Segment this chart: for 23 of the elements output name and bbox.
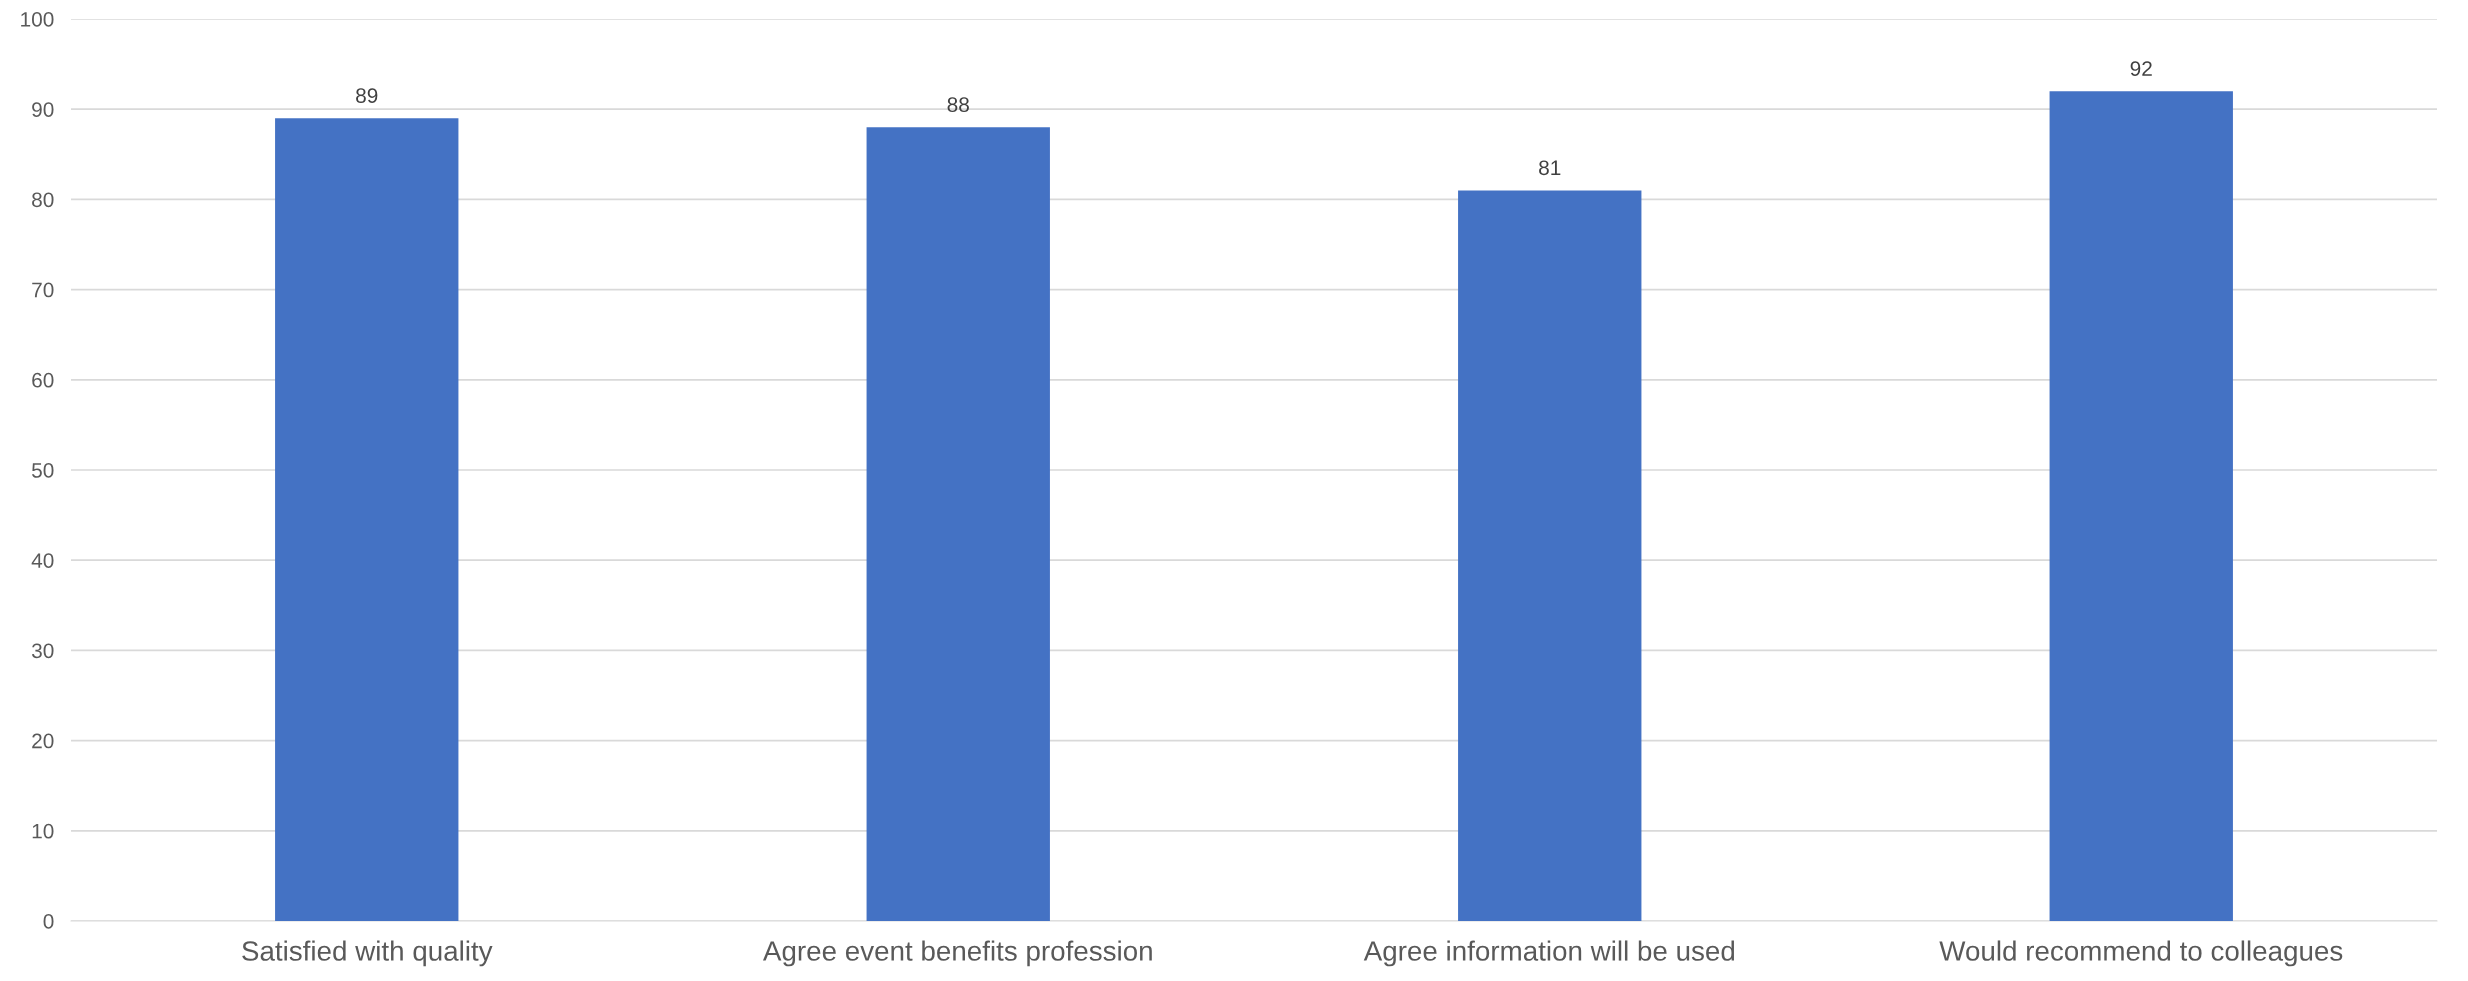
y-tick-label: 100 [21,12,54,27]
y-tick-label: 50 [32,463,54,478]
x-tick-label: Would recommend to colleagues [1939,940,2343,967]
y-tick-label: 90 [32,102,54,117]
y-tick-label: 70 [32,282,54,298]
data-label: 89 [356,88,378,103]
data-label: 92 [2130,61,2152,76]
y-tick-label: 30 [31,643,54,659]
y-tick-label: 80 [32,192,54,208]
bar [275,118,459,921]
y-tick-label: 0 [43,914,54,929]
y-tick-label: 40 [31,553,54,568]
y-tick-label: 60 [32,372,54,388]
x-tick-label: Satisfied with quality [242,940,493,967]
x-tick-label: Agree information will be used [1363,940,1735,967]
x-tick-label: Agree event benefits profession [762,940,1152,967]
data-label: 88 [947,97,969,113]
bar [866,127,1050,921]
y-tick-label: 20 [32,733,54,749]
data-label: 81 [1539,160,1561,176]
y-tick-label: 10 [32,823,54,839]
bar [2049,91,2233,921]
bar [1458,190,1642,921]
